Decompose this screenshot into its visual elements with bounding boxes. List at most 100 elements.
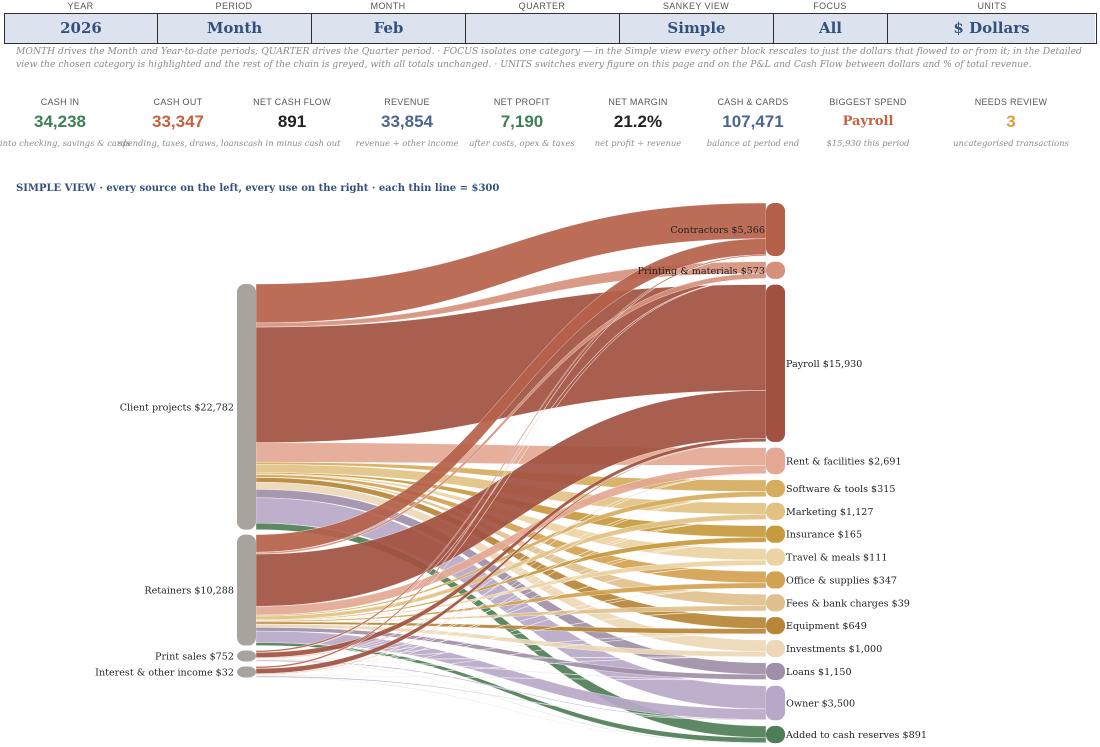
- focus-select[interactable]: All: [774, 14, 888, 43]
- kpi-label: NET MARGIN: [608, 97, 668, 107]
- kpi-label: CASH & CARDS: [717, 97, 789, 107]
- kpi-label: CASH OUT: [153, 97, 203, 107]
- kpi-value: 34,238: [34, 112, 86, 131]
- source-label-client-projects: Client projects $22,782: [120, 402, 234, 413]
- instructions-note: MONTH drives the Month and Year-to-date …: [16, 46, 1082, 70]
- kpi-value: Payroll: [842, 114, 894, 129]
- target-label-investments: Investments $1,000: [786, 644, 882, 655]
- flow-interest-and-other-income-to-software-and-tools: [255, 496, 767, 675]
- target-label-contractors: Contractors $5,366: [670, 225, 765, 236]
- kpi-sub: balance at period end: [706, 138, 800, 148]
- flow-interest-and-other-income-to-marketing: [255, 519, 767, 676]
- target-node-marketing[interactable]: [766, 502, 785, 520]
- kpi-label: NET CASH FLOW: [253, 97, 331, 107]
- target-label-marketing: Marketing $1,127: [786, 507, 873, 518]
- target-label-rent-and-facilities: Rent & facilities $2,691: [786, 456, 902, 467]
- kpi-sub: revenue + other income: [355, 138, 459, 148]
- period-select[interactable]: Month: [158, 14, 312, 43]
- source-label-retainers: Retainers $10,288: [144, 586, 234, 597]
- filter-label-month: MONTH: [370, 1, 406, 11]
- units-select[interactable]: $ Dollars: [888, 14, 1095, 43]
- kpi-cash-in: CASH IN 34,238 into checking, savings & …: [0, 96, 131, 150]
- flow-interest-and-other-income-to-rent-and-facilities: [255, 474, 767, 675]
- flow-interest-and-other-income-to-printing-and-materials: [255, 278, 767, 669]
- sankey-links: [255, 202, 767, 744]
- target-node-software-and-tools[interactable]: [766, 479, 785, 498]
- kpi-sub: spending, taxes, draws, loans: [118, 138, 244, 148]
- flow-print-sales-to-fees-and-bank-charges: [255, 610, 767, 660]
- target-node-rent-and-facilities[interactable]: [766, 447, 785, 475]
- kpi-value: 107,471: [722, 112, 784, 131]
- target-node-insurance[interactable]: [766, 525, 785, 543]
- target-label-added-to-cash-reserves: Added to cash reserves $891: [785, 730, 927, 741]
- flow-interest-and-other-income-to-insurance: [255, 542, 767, 676]
- kpi-sub: after costs, opex & taxes: [469, 138, 575, 148]
- target-node-owner[interactable]: [766, 685, 785, 721]
- kpi-label: NET PROFIT: [493, 97, 551, 107]
- kpi-value: 7,190: [500, 112, 544, 131]
- sankey-labels: Client projects $22,782 Retainers $10,288…: [95, 225, 927, 741]
- kpi-sub: $15,930 this period: [826, 138, 910, 148]
- flow-interest-and-other-income-to-added-to-cash-reserves: [255, 677, 767, 744]
- filter-label-period: PERIOD: [215, 1, 253, 11]
- flow-interest-and-other-income-to-owner: [255, 675, 767, 721]
- source-node-retainers[interactable]: [237, 534, 256, 646]
- month-select[interactable]: Feb: [312, 14, 466, 43]
- source-node-interest-and-other-income[interactable]: [237, 666, 256, 678]
- flow-interest-and-other-income-to-contractors: [255, 255, 767, 669]
- kpi-net-margin: NET MARGIN 21.2% net profit ÷ revenue: [578, 96, 698, 150]
- source-node-print-sales[interactable]: [237, 650, 256, 662]
- kpi-strip: CASH IN 34,238 into checking, savings & …: [0, 96, 1100, 160]
- kpi-label: CASH IN: [40, 97, 80, 107]
- filter-label-year: YEAR: [67, 1, 94, 11]
- target-label-printing-and-materials: Printing & materials $573: [638, 266, 765, 277]
- filter-label-focus: FOCUS: [813, 1, 847, 11]
- target-node-equipment[interactable]: [766, 617, 785, 635]
- kpi-sub: net profit ÷ revenue: [594, 138, 682, 148]
- kpi-net-cash-flow: NET CASH FLOW 891 cash in minus cash out: [232, 96, 352, 150]
- source-label-interest-and-other-income: Interest & other income $32: [95, 668, 234, 679]
- target-node-loans[interactable]: [766, 662, 785, 680]
- target-node-contractors[interactable]: [766, 203, 785, 257]
- kpi-value: 3: [1006, 112, 1016, 131]
- kpi-value: 33,854: [381, 112, 433, 131]
- year-select[interactable]: 2026: [5, 14, 158, 43]
- kpi-cash-out: CASH OUT 33,347 spending, taxes, draws, …: [118, 96, 244, 150]
- kpi-value: 33,347: [152, 112, 204, 131]
- kpi-net-profit: NET PROFIT 7,190 after costs, opex & tax…: [462, 96, 582, 150]
- target-label-payroll: Payroll $15,930: [786, 359, 862, 370]
- kpi-label: REVENUE: [384, 97, 430, 107]
- sankey-view-select[interactable]: Simple: [620, 14, 774, 43]
- target-node-investments[interactable]: [766, 639, 785, 658]
- target-label-owner: Owner $3,500: [786, 698, 855, 709]
- flow-interest-and-other-income-to-loans: [255, 675, 767, 681]
- target-label-equipment: Equipment $649: [786, 621, 867, 632]
- flow-interest-and-other-income-to-investments: [255, 656, 767, 676]
- kpi-biggest-spend: BIGGEST SPEND Payroll $15,930 this perio…: [808, 96, 928, 150]
- quarter-select[interactable]: [466, 14, 620, 43]
- kpi-cash-and-cards: CASH & CARDS 107,471 balance at period e…: [693, 96, 813, 150]
- target-node-printing-and-materials[interactable]: [766, 261, 785, 279]
- flow-interest-and-other-income-to-office-and-supplies: [255, 588, 767, 676]
- source-node-client-projects[interactable]: [237, 284, 256, 530]
- sankey-section-title: SIMPLE VIEW · every source on the left, …: [16, 183, 500, 194]
- target-node-added-to-cash-reserves[interactable]: [766, 725, 785, 744]
- filter-label-sankey-view: SANKEY VIEW: [662, 1, 730, 11]
- sankey-nodes: [237, 203, 785, 744]
- kpi-label: NEEDS REVIEW: [974, 97, 1048, 107]
- target-node-office-and-supplies[interactable]: [766, 571, 785, 589]
- flow-interest-and-other-income-to-payroll: [255, 441, 767, 674]
- kpi-sub: cash in minus cash out: [243, 138, 341, 148]
- target-label-office-and-supplies: Office & supplies $347: [786, 575, 897, 586]
- target-node-payroll[interactable]: [766, 284, 785, 442]
- filter-label-units: UNITS: [977, 1, 1007, 11]
- filter-row: 2026 Month Feb Simple All $ Dollars: [4, 13, 1097, 44]
- target-node-travel-and-meals[interactable]: [766, 548, 785, 566]
- filter-bar: YEAR PERIOD MONTH QUARTER SANKEY VIEW FO…: [4, 0, 1097, 44]
- kpi-value: 891: [277, 112, 307, 131]
- target-label-loans: Loans $1,150: [786, 667, 852, 678]
- target-label-insurance: Insurance $165: [786, 530, 862, 541]
- target-label-fees-and-bank-charges: Fees & bank charges $39: [786, 598, 910, 609]
- target-node-fees-and-bank-charges[interactable]: [766, 594, 785, 612]
- kpi-label: BIGGEST SPEND: [829, 97, 907, 107]
